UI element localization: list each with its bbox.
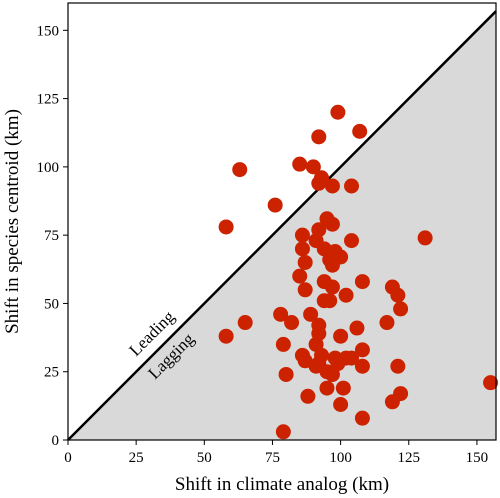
data-point — [292, 156, 308, 172]
data-point — [417, 230, 433, 246]
data-point — [316, 293, 332, 309]
y-tick-label: 25 — [44, 365, 59, 381]
data-point — [275, 424, 291, 440]
plot-frame — [67, 2, 497, 441]
data-point — [275, 336, 291, 352]
data-point — [333, 396, 349, 412]
data-point — [393, 386, 409, 402]
x-tick-label: 150 — [466, 450, 489, 466]
data-point — [379, 315, 395, 331]
y-axis-title: Shift in species centroid (km) — [2, 109, 23, 334]
data-point — [352, 123, 368, 139]
data-point — [294, 227, 310, 243]
data-point — [324, 178, 340, 194]
data-point — [292, 268, 308, 284]
data-point — [344, 233, 360, 249]
x-axis-title: Shift in climate analog (km) — [175, 474, 389, 495]
x-tick-label: 50 — [197, 450, 212, 466]
data-point — [324, 257, 340, 273]
data-point — [354, 358, 370, 374]
data-point — [349, 320, 365, 336]
data-point — [483, 375, 499, 391]
data-point — [344, 350, 360, 366]
y-tick-label: 100 — [37, 160, 60, 176]
data-point — [324, 279, 340, 295]
data-point — [324, 366, 340, 382]
data-point — [354, 410, 370, 426]
data-point — [267, 197, 283, 213]
y-axis-ticks: 0 25 50 75 100 125 150 — [37, 23, 68, 449]
data-point — [294, 241, 310, 257]
data-point — [218, 219, 234, 235]
data-point — [303, 306, 319, 322]
data-point — [330, 104, 346, 120]
data-point — [390, 287, 406, 303]
data-point — [278, 366, 294, 382]
data-point — [237, 315, 253, 331]
y-tick-label: 75 — [44, 228, 59, 244]
y-tick-label: 125 — [37, 92, 60, 108]
data-point — [297, 282, 313, 298]
data-point — [354, 342, 370, 358]
data-point — [344, 178, 360, 194]
data-point — [335, 380, 351, 396]
data-point — [311, 175, 327, 191]
data-point — [218, 328, 234, 344]
data-point — [305, 159, 321, 175]
reference-line-1to1 — [67, 10, 497, 441]
data-point — [311, 129, 327, 145]
data-point — [324, 216, 340, 232]
x-tick-label: 125 — [398, 450, 421, 466]
x-tick-label: 75 — [265, 450, 280, 466]
data-point — [333, 328, 349, 344]
data-point — [273, 306, 289, 322]
y-tick-label: 50 — [44, 296, 59, 312]
x-axis-ticks: 0 25 50 75 100 125 150 — [64, 440, 488, 466]
x-tick-label: 0 — [64, 450, 72, 466]
data-point — [297, 254, 313, 270]
data-point — [319, 380, 335, 396]
x-tick-label: 100 — [329, 450, 352, 466]
data-point — [390, 358, 406, 374]
data-point — [393, 301, 409, 317]
data-point — [354, 274, 370, 290]
y-tick-label: 150 — [37, 23, 60, 39]
data-points — [218, 104, 499, 440]
data-point — [338, 287, 354, 303]
data-point — [300, 388, 316, 404]
data-point — [232, 162, 248, 178]
x-tick-label: 25 — [129, 450, 144, 466]
data-point — [284, 315, 300, 331]
y-tick-label: 0 — [52, 433, 60, 449]
